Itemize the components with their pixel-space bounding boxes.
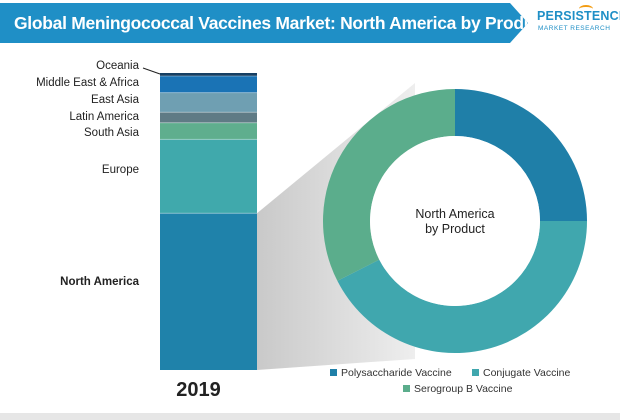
bar-segment-label-0: North America (60, 276, 139, 288)
bar-segment-5 (160, 76, 257, 93)
bar-segment-label-6: Oceania (96, 60, 139, 72)
footer-divider (0, 413, 620, 420)
bar-segment-label-4: East Asia (91, 94, 140, 106)
logo-tagline: MARKET RESEARCH (538, 25, 611, 32)
legend-label-1: Conjugate Vaccine (483, 367, 571, 379)
donut-center-line-0: North America (415, 207, 494, 221)
bar-segment-label-1: Europe (102, 164, 139, 176)
logo-swoosh-icon (579, 5, 593, 13)
legend-swatch-2 (403, 385, 410, 392)
oceania-leader-line (142, 67, 161, 75)
bar-category-label: 2019 (176, 379, 221, 401)
donut-slice-0 (455, 89, 587, 221)
donut-hole (370, 136, 540, 306)
legend-label-0: Polysaccharide Vaccine (341, 367, 452, 379)
bar-segment-label-3: Latin America (69, 111, 139, 123)
donut-center-line-1: by Product (425, 222, 485, 236)
donut-slice-1 (337, 221, 587, 354)
chart-title: Global Meningococcal Vaccines Market: No… (14, 13, 596, 33)
stacked-bar (160, 73, 257, 370)
bar-segment-0 (160, 213, 257, 370)
bar-segment-6 (160, 73, 257, 77)
legend-label-2: Serogroup B Vaccine (414, 383, 513, 395)
bar-segment-label-2: South Asia (84, 127, 140, 139)
bar-segment-1 (160, 139, 257, 214)
donut-chart (323, 89, 587, 354)
bar-segment-4 (160, 92, 257, 113)
company-logo: PERSISTENCE MARKET RESEARCH (537, 5, 620, 39)
legend-swatch-0 (330, 369, 337, 376)
title-banner: Global Meningococcal Vaccines Market: No… (0, 3, 528, 43)
legend-swatch-1 (472, 369, 479, 376)
donut-legend: Polysaccharide Vaccine Conjugate Vaccine S… (330, 367, 571, 395)
bar-segment-label-5: Middle East & Africa (36, 77, 140, 89)
bar-segment-2 (160, 122, 257, 140)
bar-segment-3 (160, 112, 257, 123)
donut-slice-2 (323, 89, 455, 281)
bar-labels: North America Europe South Asia Latin Ameri… (36, 60, 161, 288)
logo-wordmark: PERSISTENCE (537, 9, 620, 23)
